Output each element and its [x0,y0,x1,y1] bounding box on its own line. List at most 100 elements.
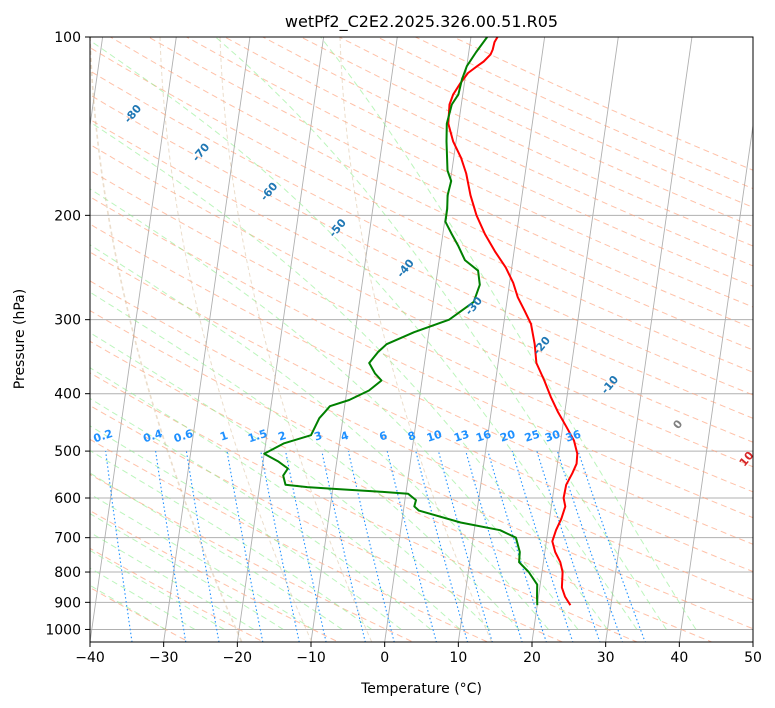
background-curve [90,37,243,642]
mixing-ratio-label: 6 [378,429,390,444]
plot-frame [89,36,754,643]
mixing-ratio-line [347,450,395,642]
mixing-ratio-line [185,451,220,642]
temperature-profile-line [447,37,579,606]
mixing-ratio-label: 4 [339,429,351,444]
mixing-ratio-label: 0.6 [172,427,195,445]
mixing-ratio-label: 3 [313,429,324,444]
isotherm-line [678,122,753,642]
moist-adiabat [90,472,343,630]
dewpoint-profile-line [263,37,539,606]
chart-title: wetPf2_C2E2.2025.326.00.51.R05 [285,12,558,32]
background-curve [159,37,313,642]
x-axis-label: Temperature (°C) [360,681,482,697]
y-tick-label: 100 [54,30,81,46]
moist-adiabat [90,397,432,630]
moist-adiabat [90,332,490,630]
x-tick-label: 10 [449,650,467,666]
mixing-ratio-label: 0.4 [142,427,165,445]
moist-adiabat [90,449,372,630]
y-tick-label: 600 [54,491,81,507]
mixing-ratio-line [556,450,623,642]
mixing-ratio-line [536,450,601,642]
y-tick-label: 300 [54,313,81,329]
moist-adiabat [90,567,196,630]
x-tick-label: 20 [523,650,541,666]
moist-adiabat [90,513,284,630]
dry-adiabat [90,70,753,396]
x-tick-label: −40 [75,650,105,666]
y-tick-label: 200 [54,208,81,224]
dry-adiabat [90,372,639,642]
x-axis: −40 −30 −20 −10 0 10 20 30 40 50 [75,642,762,666]
mixing-ratio-label: 1.5 [246,427,269,445]
x-tick-label: 50 [744,650,762,666]
mixing-ratio-label: 20 [498,428,517,445]
isotherm-line [90,37,104,129]
mixing-ratio-line [285,450,327,642]
mixing-ratio-label: 13 [452,428,471,445]
isotherm-line [163,37,251,642]
moist-adiabat [90,367,461,630]
mixing-ratio-line [321,450,366,642]
mixing-ratio-label: 30 [543,428,562,445]
y-tick-label: 400 [54,387,81,403]
background-curve [219,37,373,642]
dry-adiabat [185,37,753,308]
y-tick-label: 800 [54,565,81,581]
moist-adiabat [90,39,638,630]
mixing-ratio-line [260,451,300,642]
mixing-ratio-line [511,450,574,642]
dry-adiabat [90,94,753,419]
dry-adiabat [90,223,753,545]
moist-adiabat [90,244,549,630]
x-tick-label: 0 [380,650,389,666]
mixing-ratio-line [105,451,133,642]
mixing-ratio-label: 1 [218,429,229,444]
mixing-ratio-label: 25 [523,428,542,445]
mixing-ratio-label: 0.2 [92,427,115,445]
y-tick-label: 1000 [45,622,81,638]
mixing-ratio-line [415,450,469,642]
mixing-ratio-label: 2 [277,429,288,444]
x-tick-label: 40 [670,650,688,666]
mixing-ratio-label: 16 [474,428,493,445]
moist-adiabat [215,37,667,630]
mixing-ratio-label: 36 [564,428,583,445]
moist-adiabat [90,291,520,630]
moist-adiabat [90,549,225,630]
dry-adiabat [90,586,190,642]
mixing-ratio-label: 8 [406,429,417,444]
isotherm-line [457,37,546,642]
x-tick-label: −10 [296,650,326,666]
mixing-ratio-line [226,451,264,642]
mixing-ratio-line [386,450,437,642]
moist-adiabat [90,531,255,630]
dry-adiabat [90,547,265,642]
isotherm-line [90,37,177,642]
dry-adiabat [90,310,753,630]
x-tick-label: 30 [597,650,615,666]
dry-adiabat [109,37,753,351]
isotherm-line [384,37,472,642]
isotherm-line [236,37,325,642]
isotherm-line [605,37,693,642]
moist-adiabat [90,188,579,630]
y-tick-label: 900 [54,595,81,611]
x-tick-label: −20 [223,650,253,666]
plot-background [90,37,753,642]
isotherm-line [310,37,398,642]
y-tick-label: 700 [54,531,81,547]
dry-adiabat [90,143,753,468]
background-curve [339,37,493,642]
y-axis-label: Pressure (hPa) [12,289,28,389]
y-axis: 100 200 300 400 500 600 700 800 900 1000 [45,30,90,638]
dry-adiabat [90,404,564,642]
moist-adiabat [90,584,166,630]
moist-adiabat [90,121,608,630]
x-tick-label: −30 [149,650,179,666]
plot-series [263,37,579,606]
mixing-ratio-line [155,451,187,642]
dry-adiabat [90,438,489,642]
